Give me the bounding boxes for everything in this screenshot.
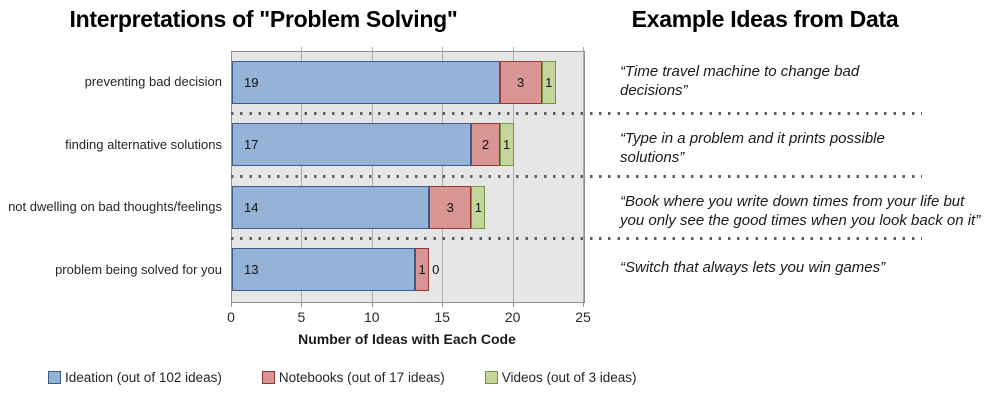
x-axis-tick: [231, 302, 232, 307]
dotted-separator: [231, 112, 922, 115]
example-quote: “Type in a problem and it prints possibl…: [620, 130, 885, 167]
bar-segment: 13: [232, 248, 416, 292]
bar-segment-zero-label: 0: [432, 262, 440, 278]
x-axis-tick: [583, 302, 584, 307]
example-quote: “Switch that always lets you win games”: [620, 259, 886, 276]
bar-row: 13 1 0: [232, 248, 440, 292]
x-axis-tick-label: 5: [297, 309, 306, 325]
bar-segment: 1: [499, 123, 514, 167]
bar-row: 17 2 1: [232, 123, 514, 167]
chart-title: Interpretations of "Problem Solving": [69, 6, 458, 32]
category-label: problem being solved for you: [55, 261, 222, 277]
dotted-separator: [231, 237, 922, 240]
bar-segment: 1: [471, 185, 486, 229]
example-quote: “Time travel machine to change bad decis…: [620, 63, 860, 100]
bar-segment: 3: [429, 185, 472, 229]
bar-row: 14 3 1: [232, 185, 486, 229]
x-axis-tick: [442, 302, 444, 307]
legend-swatch: [48, 371, 61, 384]
legend-swatch: [261, 371, 275, 384]
x-axis-title: Number of Ideas with Each Code: [298, 331, 516, 347]
category-label: finding alternative solutions: [65, 136, 222, 152]
legend-item: Ideation (out of 102 ideas): [48, 370, 222, 385]
x-axis-tick: [301, 302, 303, 307]
x-axis-tick: [371, 302, 373, 307]
category-label: not dwelling on bad thoughts/feelings: [8, 199, 222, 215]
bar-segment: 3: [499, 60, 542, 104]
x-axis-tick-label: 15: [434, 309, 450, 325]
bar-segment: 1: [415, 248, 430, 292]
dotted-separator: [231, 174, 922, 178]
legend-swatch: [484, 371, 498, 384]
bar-row: 19 3 1: [232, 60, 556, 104]
x-axis-tick-label: 25: [575, 309, 591, 325]
x-axis-tick-label: 0: [227, 309, 235, 325]
x-axis-tick-label: 20: [504, 309, 521, 325]
category-label: preventing bad decision: [84, 74, 222, 90]
example-quote: “Book where you write down times from yo…: [620, 193, 981, 230]
x-axis-tick-label: 10: [364, 309, 380, 325]
legend-item: Videos (out of 3 ideas): [484, 370, 637, 385]
examples-title: Example Ideas from Data: [631, 6, 899, 32]
bar-segment: 1: [541, 60, 556, 104]
bar-segment: 17: [232, 123, 472, 167]
x-axis-tick: [512, 302, 514, 307]
legend-label: Ideation (out of 102 ideas): [65, 370, 222, 385]
bar-segment: 14: [232, 185, 430, 229]
legend-item: Notebooks (out of 17 ideas): [261, 370, 445, 385]
legend-label: Notebooks (out of 17 ideas): [278, 370, 445, 385]
legend: Ideation (out of 102 ideas) Notebooks (ou…: [48, 370, 637, 385]
legend-label: Videos (out of 3 ideas): [501, 370, 637, 385]
bar-segment: 2: [471, 123, 500, 167]
bar-segment: 19: [232, 60, 500, 104]
